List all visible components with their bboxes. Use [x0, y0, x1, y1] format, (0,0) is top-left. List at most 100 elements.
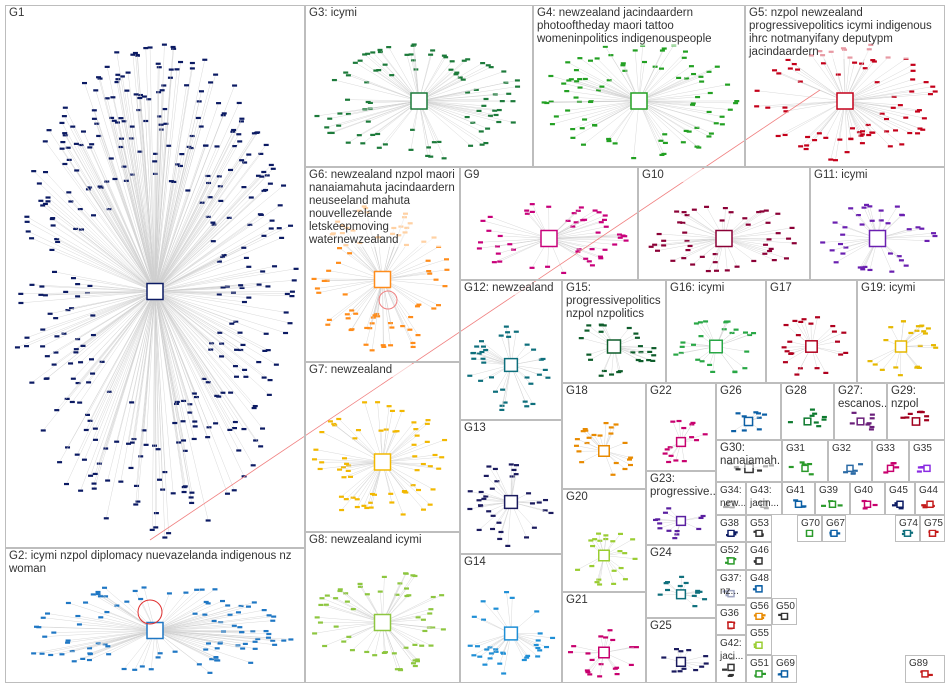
node — [346, 635, 352, 638]
edge — [154, 168, 274, 292]
node — [916, 109, 922, 112]
node — [343, 498, 349, 501]
node — [480, 600, 486, 603]
node — [45, 196, 51, 199]
node — [859, 62, 865, 65]
node — [242, 161, 248, 164]
node — [344, 600, 350, 603]
node — [686, 649, 692, 652]
node — [535, 646, 541, 650]
node — [707, 363, 713, 367]
node — [898, 507, 904, 510]
node — [271, 615, 277, 618]
node — [794, 373, 800, 376]
node — [381, 345, 387, 348]
edge — [314, 459, 383, 463]
node — [119, 137, 125, 140]
node — [865, 423, 871, 426]
node — [419, 644, 425, 647]
node — [193, 395, 199, 399]
node — [602, 214, 608, 217]
node — [830, 324, 836, 328]
node — [487, 114, 493, 117]
edge — [42, 291, 156, 347]
node — [622, 441, 628, 445]
edge — [501, 364, 512, 410]
node — [529, 210, 535, 213]
hub-node — [805, 340, 818, 353]
node — [91, 487, 97, 490]
node — [99, 360, 105, 363]
group-box: G45 — [885, 482, 915, 515]
group-box: G7: newzealand — [305, 362, 460, 532]
node — [331, 78, 337, 82]
edge — [154, 291, 209, 383]
node — [103, 595, 109, 598]
edge — [79, 291, 156, 403]
hub-node — [373, 453, 392, 471]
hub-node — [606, 339, 622, 354]
node — [565, 219, 571, 222]
node — [410, 341, 416, 345]
node — [266, 614, 272, 617]
node — [345, 74, 351, 77]
node — [489, 376, 495, 379]
edge — [95, 90, 156, 292]
node — [389, 409, 395, 412]
node — [491, 261, 497, 264]
node — [49, 248, 55, 252]
node — [216, 102, 222, 105]
group-box: G75 — [920, 515, 945, 542]
group-label: G52 — [720, 544, 743, 557]
node — [768, 247, 774, 250]
node — [181, 399, 187, 403]
node — [505, 544, 511, 547]
node — [364, 506, 370, 510]
node — [696, 527, 702, 531]
node — [147, 46, 153, 49]
node — [381, 575, 387, 579]
edge — [723, 238, 795, 244]
node — [741, 429, 747, 432]
group-label: G22 — [650, 385, 713, 398]
node — [206, 181, 212, 185]
node — [483, 495, 489, 498]
node — [705, 269, 711, 273]
node — [158, 128, 164, 131]
node — [573, 444, 579, 447]
node — [269, 219, 275, 222]
node — [233, 320, 239, 323]
node — [742, 331, 748, 334]
edge — [41, 286, 156, 292]
group-box: G28 — [781, 383, 834, 440]
edge — [844, 91, 912, 102]
node — [439, 456, 445, 459]
edge — [154, 602, 255, 631]
node — [871, 60, 877, 63]
node — [821, 504, 827, 507]
node — [110, 96, 116, 99]
node — [843, 351, 849, 355]
node — [904, 416, 910, 419]
node — [661, 152, 667, 156]
node — [370, 51, 376, 54]
node — [687, 244, 693, 248]
edge — [317, 279, 383, 289]
node — [236, 449, 242, 452]
node — [420, 462, 426, 466]
edge — [154, 291, 195, 394]
node — [40, 429, 46, 432]
edge — [154, 154, 249, 292]
node — [277, 204, 283, 207]
node — [70, 277, 76, 280]
edge — [326, 604, 383, 623]
edge — [31, 284, 156, 292]
node — [78, 143, 84, 147]
edge — [42, 205, 156, 292]
node — [682, 231, 688, 234]
node — [788, 352, 794, 355]
node — [529, 203, 535, 206]
node — [201, 377, 207, 381]
node — [690, 102, 696, 105]
node — [634, 336, 640, 339]
